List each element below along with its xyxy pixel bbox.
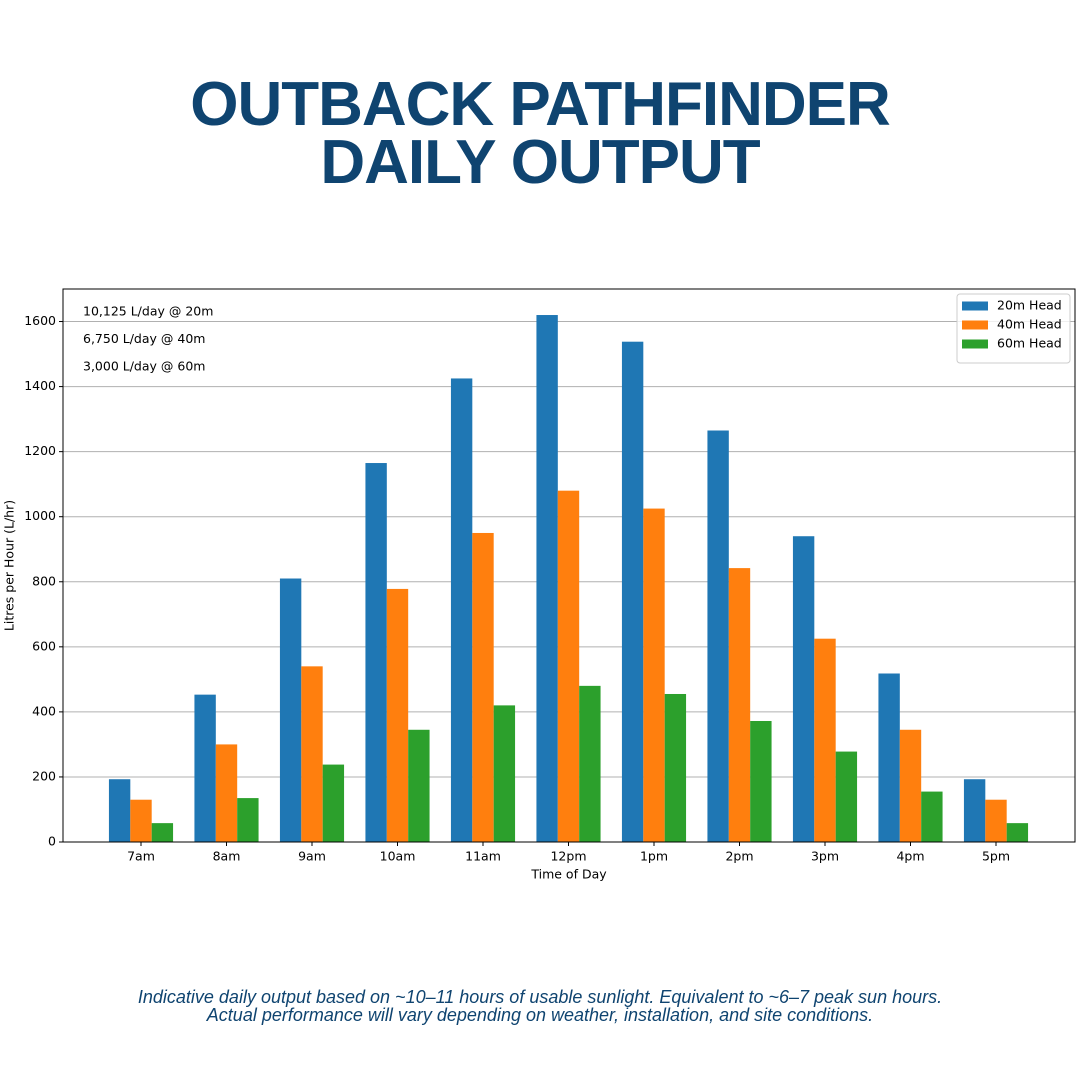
bar	[878, 673, 900, 842]
bar	[963, 779, 986, 842]
bar	[386, 588, 409, 842]
y-tick-label: 1600	[24, 313, 56, 328]
y-tick-label: 1400	[24, 378, 56, 393]
x-tick-label: 2pm	[725, 849, 753, 864]
bar	[108, 779, 131, 842]
x-tick-label: 8am	[213, 849, 241, 864]
legend-label: 20m Head	[997, 298, 1062, 313]
legend-label: 60m Head	[997, 336, 1062, 351]
bar	[557, 490, 580, 842]
y-tick-label: 600	[32, 638, 56, 653]
bar	[194, 694, 216, 842]
bar	[215, 744, 238, 842]
bar	[664, 693, 687, 842]
bar	[921, 791, 943, 842]
bar	[643, 508, 665, 842]
y-tick-label: 400	[32, 703, 56, 718]
annotation: 10,125 L/day @ 20m	[83, 304, 213, 319]
bar	[130, 799, 152, 842]
chart-title: OUTBACK PATHFINDER DAILY OUTPUT	[190, 70, 891, 197]
plot-frame	[62, 288, 1076, 843]
x-tick-label: 3pm	[811, 849, 839, 864]
bar	[408, 729, 430, 842]
bar	[301, 666, 323, 842]
x-tick-label: 4pm	[896, 849, 924, 864]
bar	[237, 798, 259, 842]
y-tick-label: 0	[48, 834, 56, 849]
legend-swatch	[962, 320, 988, 330]
bar	[493, 705, 516, 842]
y-axis-label: Litres per Hour (L/hr)	[2, 500, 17, 631]
bar	[707, 430, 729, 842]
bar	[814, 638, 836, 842]
y-tick-label: 1000	[24, 508, 56, 523]
bar	[835, 751, 858, 842]
bar	[899, 729, 922, 842]
legend-label: 40m Head	[997, 317, 1062, 332]
bar	[450, 378, 473, 842]
y-tick-label: 1200	[24, 443, 56, 458]
y-tick-label: 200	[32, 768, 56, 783]
annotation: 3,000 L/day @ 60m	[83, 359, 205, 374]
bar	[151, 823, 174, 842]
bar	[728, 568, 751, 842]
x-tick-label: 10am	[380, 849, 416, 864]
bar	[536, 315, 558, 842]
bar	[750, 720, 772, 842]
x-tick-label: 11am	[465, 849, 501, 864]
x-tick-label: 1pm	[640, 849, 668, 864]
bar	[472, 532, 494, 842]
legend-swatch	[962, 339, 988, 349]
bar	[365, 463, 387, 842]
bar	[279, 578, 302, 842]
annotation: 6,750 L/day @ 40m	[83, 331, 205, 346]
bar	[579, 685, 601, 842]
footnote-line: Actual performance will vary depending o…	[206, 1005, 874, 1025]
y-tick-label: 800	[32, 573, 56, 588]
x-axis-label: Time of Day	[530, 867, 607, 882]
footnote-line: Indicative daily output based on ~10–11 …	[137, 987, 943, 1007]
x-tick-label: 9am	[298, 849, 326, 864]
footnote: Indicative daily output based on ~10–11 …	[0, 988, 1080, 1024]
bar	[985, 799, 1007, 842]
x-tick-label: 5pm	[982, 849, 1010, 864]
bar	[322, 764, 345, 842]
bar	[621, 341, 644, 842]
bar	[792, 536, 815, 842]
legend-swatch	[962, 301, 988, 311]
bar	[1006, 823, 1029, 842]
x-tick-label: 12pm	[550, 849, 586, 864]
x-tick-label: 7am	[127, 849, 155, 864]
